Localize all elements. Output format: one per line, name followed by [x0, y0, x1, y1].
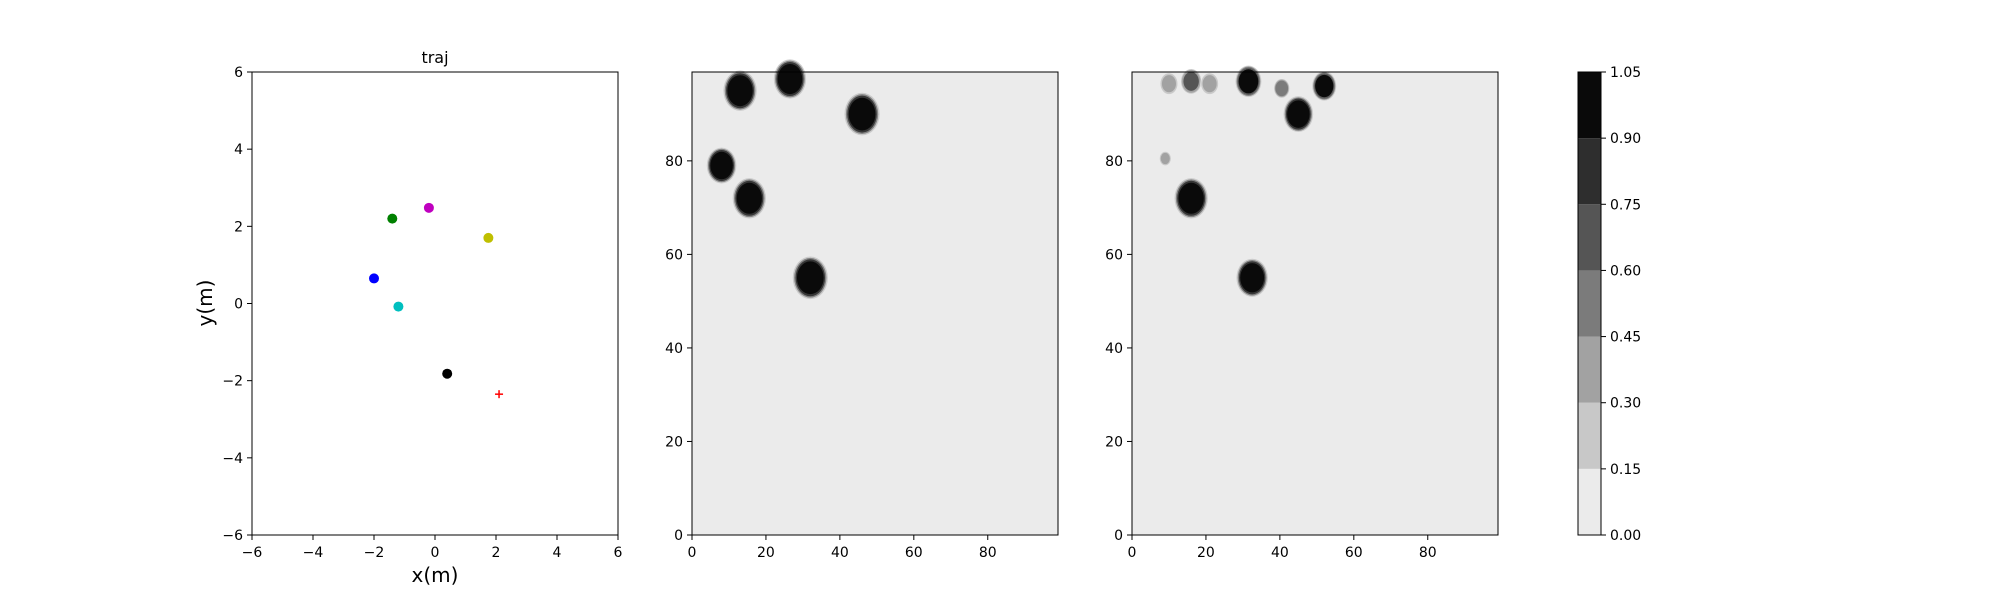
colorbar-tick-label: 0.90 [1610, 131, 1641, 147]
trajectory-panel: traj −6 −4 −2 0 2 4 6 −6 −4 −2 0 2 4 6 x(m) y(m) [193, 48, 623, 587]
x-tick-label: −2 [364, 545, 385, 561]
map2-background [1132, 72, 1498, 535]
x-tick-label: 4 [553, 545, 562, 561]
obstacle-blob [1159, 151, 1172, 166]
x-tick-label: 0 [688, 545, 697, 561]
x-tick-label: 2 [492, 545, 501, 561]
y-tick-label: 2 [234, 219, 243, 235]
map2-obstacles [1159, 65, 1337, 297]
colorbar-band [1578, 468, 1601, 535]
occupancy-map-panel-2: 0 20 40 60 80 0 20 40 60 80 [1105, 65, 1499, 561]
goal-marker [495, 390, 504, 399]
y-tick-label: 4 [234, 142, 243, 158]
x-tick-label: −4 [303, 545, 324, 561]
y-tick-label: −6 [222, 528, 243, 544]
obstacle-blob [1180, 69, 1202, 94]
colorbar-band [1578, 336, 1601, 403]
x-tick-label: 20 [1197, 545, 1215, 561]
colorbar-tick-label: 0.75 [1610, 197, 1641, 213]
agent-point [423, 202, 434, 213]
y-tick-label: −4 [222, 451, 243, 467]
obstacle-blob [1200, 72, 1219, 95]
colorbar-tick-label: 0.00 [1610, 528, 1641, 544]
y-tick-label: 20 [1105, 434, 1123, 450]
agent-point [483, 232, 494, 243]
y-tick-label: 60 [665, 247, 683, 263]
obstacle-blob [1312, 71, 1337, 101]
y-tick-label: 60 [1105, 247, 1123, 263]
y-tick-label: 0 [234, 297, 243, 313]
x-tick-label: 0 [1128, 545, 1137, 561]
colorbar-tick-label: 0.60 [1610, 263, 1641, 279]
agent-point [442, 368, 453, 379]
colorbar-band [1578, 72, 1601, 139]
trajectory-title: traj [421, 48, 448, 67]
y-tick-label: 20 [665, 434, 683, 450]
agent-point [387, 213, 398, 224]
y-tick-label: 80 [1105, 154, 1123, 170]
map1-y-ticks: 0 20 40 60 80 [665, 154, 692, 544]
y-axis-label: y(m) [193, 280, 217, 327]
colorbar-ticks: 0.00 0.15 0.30 0.45 0.60 0.75 0.90 1.05 [1601, 65, 1641, 544]
map2-x-ticks: 0 20 40 60 80 [1128, 535, 1437, 561]
trajectory-x-ticks: −6 −4 −2 0 2 4 6 [242, 535, 623, 561]
map2-frame [1131, 71, 1499, 536]
y-tick-label: 6 [234, 65, 243, 81]
agent-point [393, 301, 404, 312]
y-tick-label: 40 [665, 341, 683, 357]
obstacle-blob [1273, 78, 1291, 99]
x-tick-label: 0 [431, 545, 440, 561]
obstacle-blob [1283, 96, 1314, 133]
colorbar-band [1578, 270, 1601, 337]
x-tick-label: 80 [1419, 545, 1437, 561]
colorbar: 0.00 0.15 0.30 0.45 0.60 0.75 0.90 1.05 [1577, 65, 1641, 544]
obstacle-blob [792, 256, 828, 300]
map1-background [692, 72, 1058, 535]
obstacle-blob [706, 147, 737, 184]
obstacle-blob [1235, 65, 1262, 98]
x-tick-label: −6 [242, 545, 263, 561]
colorbar-band [1578, 402, 1601, 469]
y-tick-label: 0 [1114, 528, 1123, 544]
colorbar-band [1578, 138, 1601, 205]
x-tick-label: 60 [905, 545, 923, 561]
y-tick-label: −2 [222, 374, 243, 390]
x-axis-label: x(m) [412, 563, 459, 587]
map1-obstacles [706, 59, 880, 300]
colorbar-tick-label: 0.45 [1610, 330, 1641, 346]
x-tick-label: 20 [757, 545, 775, 561]
colorbar-tick-label: 0.15 [1610, 462, 1641, 478]
y-tick-label: 0 [674, 528, 683, 544]
map1-x-ticks: 0 20 40 60 80 [688, 535, 997, 561]
colorbar-tick-label: 1.05 [1610, 65, 1641, 81]
trajectory-points [369, 202, 504, 399]
trajectory-frame [251, 71, 619, 536]
colorbar-tick-label: 0.30 [1610, 396, 1641, 412]
obstacle-blob [844, 92, 880, 136]
obstacle-blob [773, 59, 807, 99]
colorbar-band [1578, 204, 1601, 271]
agent-point [369, 273, 379, 284]
x-tick-label: 6 [614, 545, 623, 561]
occupancy-map-panel-1: 0 20 40 60 80 0 20 40 60 80 [665, 59, 1059, 561]
obstacle-blob [1236, 258, 1268, 297]
map2-y-ticks: 0 20 40 60 80 [1105, 154, 1132, 544]
x-tick-label: 80 [979, 545, 997, 561]
y-tick-label: 80 [665, 154, 683, 170]
colorbar-frame [1577, 71, 1602, 536]
x-tick-label: 40 [1271, 545, 1289, 561]
map1-frame [691, 71, 1059, 536]
colorbar-bands [1578, 72, 1601, 535]
x-tick-label: 40 [831, 545, 849, 561]
obstacle-blob [1159, 72, 1179, 95]
x-tick-label: 60 [1345, 545, 1363, 561]
y-tick-label: 40 [1105, 341, 1123, 357]
obstacle-blob [1174, 178, 1208, 219]
obstacle-blob [732, 178, 766, 219]
trajectory-y-ticks: −6 −4 −2 0 2 4 6 [222, 65, 252, 544]
obstacle-blob [723, 70, 757, 111]
